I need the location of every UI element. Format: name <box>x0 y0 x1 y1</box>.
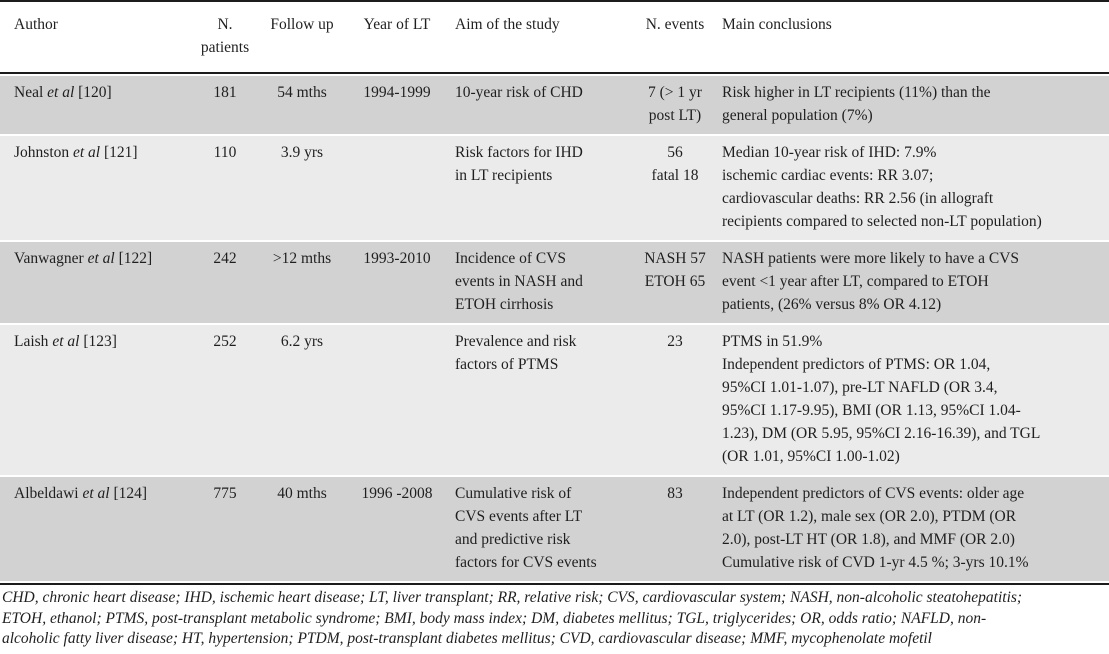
table-row: Johnston et al [121] 110 3.9 yrs Risk facto… <box>0 136 1109 240</box>
author-reference: [123] <box>79 333 117 350</box>
table-row: Vanwagner et al [122] 242 >12 mths 1993-201… <box>0 242 1109 323</box>
author-etal: et al <box>82 485 110 502</box>
author-cell: Albeldawi et al [124] <box>0 477 188 581</box>
conclusions-cell: Risk higher in LT recipients (11%) than … <box>722 84 991 124</box>
follow-up-cell: >12 mths <box>272 250 332 267</box>
author-name: Vanwagner <box>14 250 88 267</box>
aim-cell: Prevalence and risk factors of PTMS <box>455 333 577 373</box>
author-reference: [120] <box>74 84 112 101</box>
aim-cell: Risk factors for IHD in LT recipients <box>455 144 583 184</box>
conclusions-cell: Median 10-year risk of IHD: 7.9% ischemi… <box>722 144 1042 230</box>
aim-cell: Incidence of CVS events in NASH and ETOH… <box>455 250 583 313</box>
year-of-lt-cell: 1993-2010 <box>363 250 431 267</box>
abbreviations-footnote: CHD, chronic heart disease; IHD, ischemi… <box>0 583 1109 654</box>
author-cell: Johnston et al [121] <box>0 136 188 240</box>
follow-up-cell: 6.2 yrs <box>280 333 324 350</box>
author-name: Albeldawi <box>14 485 83 502</box>
year-of-lt-cell <box>342 136 452 240</box>
n-events-cell: 23 <box>667 333 683 350</box>
author-cell: Vanwagner et al [122] <box>0 242 188 323</box>
author-etal: et al <box>87 250 115 267</box>
n-patients-cell: 242 <box>213 250 237 267</box>
follow-up-cell: 54 mths <box>277 84 327 101</box>
column-header-year-of-lt: Year of LT <box>363 16 431 33</box>
table-row: Laish et al [123] 252 6.2 yrs Prevalence an… <box>0 325 1109 475</box>
table-row: Albeldawi et al [124] 775 40 mths 1996 -200… <box>0 477 1109 581</box>
n-events-cell: 56 fatal 18 <box>651 144 699 184</box>
table-body: Neal et al [120] 181 54 mths 1994-1999 10-ye… <box>0 76 1109 581</box>
n-patients-cell: 110 <box>213 144 237 161</box>
author-etal: et al <box>73 144 101 161</box>
column-header-author: Author <box>14 16 58 33</box>
author-cell: Neal et al [120] <box>0 76 188 134</box>
year-of-lt-cell: 1996 -2008 <box>361 485 433 502</box>
author-etal: et al <box>47 84 75 101</box>
n-patients-cell: 252 <box>213 333 237 350</box>
column-header-n-patients: N. patients <box>200 16 250 56</box>
column-header-main-conclusions: Main conclusions <box>722 16 832 33</box>
year-of-lt-cell: 1994-1999 <box>363 84 431 101</box>
follow-up-cell: 3.9 yrs <box>280 144 324 161</box>
year-of-lt-cell <box>342 325 452 475</box>
conclusions-cell: Independent predictors of CVS events: ol… <box>722 485 1029 571</box>
conclusions-cell: NASH patients were more likely to have a… <box>722 250 1020 313</box>
author-cell: Laish et al [123] <box>0 325 188 475</box>
aim-cell: Cumulative risk of CVS events after LT a… <box>455 485 597 571</box>
author-name: Neal <box>14 84 48 101</box>
n-events-cell: NASH 57 ETOH 65 <box>644 250 706 290</box>
column-header-follow-up: Follow up <box>270 16 334 33</box>
author-name: Johnston <box>14 144 73 161</box>
author-name: Laish <box>14 333 53 350</box>
column-header-n-events: N. events <box>645 16 705 33</box>
author-etal: et al <box>52 333 80 350</box>
n-events-cell: 7 (> 1 yr post LT) <box>648 84 702 124</box>
table-header-row: Author N. patients Follow up Year of LT … <box>0 0 1109 74</box>
conclusions-cell: PTMS in 51.9% Independent predictors of … <box>722 333 1041 465</box>
n-events-cell: 83 <box>667 485 683 502</box>
aim-cell: 10-year risk of CHD <box>455 84 583 101</box>
n-patients-cell: 775 <box>213 485 237 502</box>
n-patients-cell: 181 <box>213 84 237 101</box>
table-row: Neal et al [120] 181 54 mths 1994-1999 10-ye… <box>0 76 1109 134</box>
author-reference: [124] <box>109 485 148 502</box>
follow-up-cell: 40 mths <box>277 485 327 502</box>
author-reference: [122] <box>114 250 153 267</box>
author-reference: [121] <box>100 144 138 161</box>
column-header-aim-of-study: Aim of the study <box>455 16 560 33</box>
